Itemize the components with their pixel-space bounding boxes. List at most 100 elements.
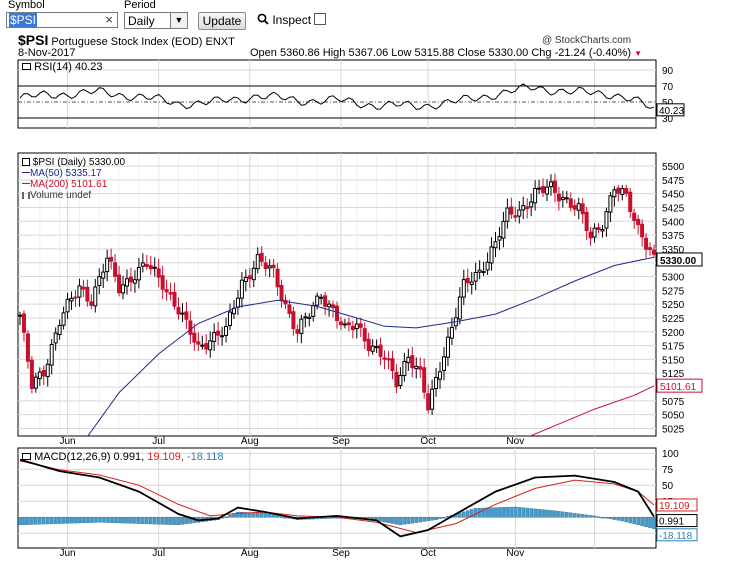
macd-legend-signal: 19.109, [147,451,184,463]
candle-body [541,186,546,193]
candle-body [426,393,431,411]
histogram-bar [275,515,280,518]
histogram-bar [125,517,129,524]
price-tick-label: 5300 [662,273,685,284]
histogram-bar [406,517,411,524]
candle-body [263,262,268,270]
candle-body [382,357,387,360]
title-name: Portuguese Stock Index (EOD) [51,36,203,48]
macd-panel [17,447,657,549]
candle-body [323,295,328,307]
histogram-bar [184,517,189,525]
histogram-bar [148,517,153,525]
update-button[interactable]: Update [198,12,246,30]
chevron-down-icon[interactable]: ▼ [170,13,187,28]
histogram-bar [414,517,419,523]
histogram-bar [228,514,232,518]
rsi-value-box [656,103,685,117]
histogram-bar [255,512,260,518]
histogram-bar [521,507,526,518]
histogram-bar [632,517,636,525]
candle-body [366,338,371,351]
macd-legend-macd: 0.991, [113,451,145,463]
histogram-bar [105,517,109,523]
candle-body [533,188,538,204]
candle-body [303,316,308,319]
histogram-bar [513,506,518,518]
histogram-bar [251,512,256,518]
ma200-box [656,378,703,393]
histogram-bar [259,512,264,518]
candle-body [41,369,46,377]
histogram-bar [430,517,434,521]
histogram-bar [18,517,22,526]
histogram-bar [561,511,565,518]
histogram-bar [624,517,629,523]
candle-body [434,377,439,390]
candle-body [350,325,355,331]
histogram-bar [263,513,268,518]
symbol-input[interactable]: $PSI × [6,12,118,28]
histogram-bar [53,517,58,524]
histogram-bar [636,517,640,526]
ma200-line [529,385,655,436]
candle-body [422,367,427,393]
rsi-tick-label: 90 [662,66,674,77]
candle-body [69,297,74,302]
clear-icon[interactable]: × [105,12,113,27]
candle-body [204,343,209,350]
candle-body [418,366,423,370]
inspect-checkbox[interactable] [314,13,326,25]
histogram-bar [117,517,121,524]
price-tick-label: 5025 [662,424,685,435]
price-legend: $PSI (Daily) 5330.00 MA(50) 5335.17 MA(2… [22,157,125,201]
month-label-bottom: Sep [332,548,350,559]
histogram-bar [240,512,244,518]
histogram-bar [133,517,137,524]
histogram-bar [49,517,54,525]
histogram-bar [57,517,62,524]
histogram-bar [604,517,609,519]
histogram-bar [588,515,593,518]
month-label-bottom: Jun [59,548,75,559]
histogram-bar [81,517,86,524]
candle-body [537,187,542,190]
ma50-line [87,256,655,436]
macd-value-box [656,528,698,542]
candle-body [648,247,653,250]
month-label: Aug [241,436,259,447]
histogram-bar [141,517,145,524]
candle-body [414,365,419,370]
histogram-bar [394,517,399,525]
candle-body [406,356,411,364]
candle-body [331,304,336,309]
ohlc-text: Open 5360.86 High 5367.06 Low 5315.88 Cl… [250,47,631,59]
month-label: Jul [152,436,165,447]
candle-body [275,268,280,288]
candle-body [485,261,490,271]
histogram-bar [580,514,585,518]
candle-body [560,197,565,201]
candle-body [208,340,213,351]
histogram-bar [236,511,240,518]
period-select[interactable]: Daily ▼ [124,12,188,29]
candle-body [37,371,42,380]
histogram-bar [224,516,228,518]
month-label: Jun [59,436,75,447]
inspect-toggle[interactable]: Inspect [257,13,311,27]
candle-body [200,344,205,347]
candle-body [386,358,391,361]
symbol-input-value[interactable]: $PSI [9,13,38,27]
candle-body [172,291,177,307]
candle-body [243,276,248,282]
candle-body [636,218,641,226]
period-select-value: Daily [128,14,155,28]
candle-body [117,274,122,294]
price-tick-label: 5125 [662,369,685,380]
rsi-legend: RSI(14) 40.23 [22,61,103,73]
macd-value-label: -18.118 [659,531,693,542]
candle-body [346,322,351,326]
legend-ma50: MA(50) 5335.17 [22,168,125,179]
candle-body [267,265,272,269]
histogram-bar [156,517,161,525]
